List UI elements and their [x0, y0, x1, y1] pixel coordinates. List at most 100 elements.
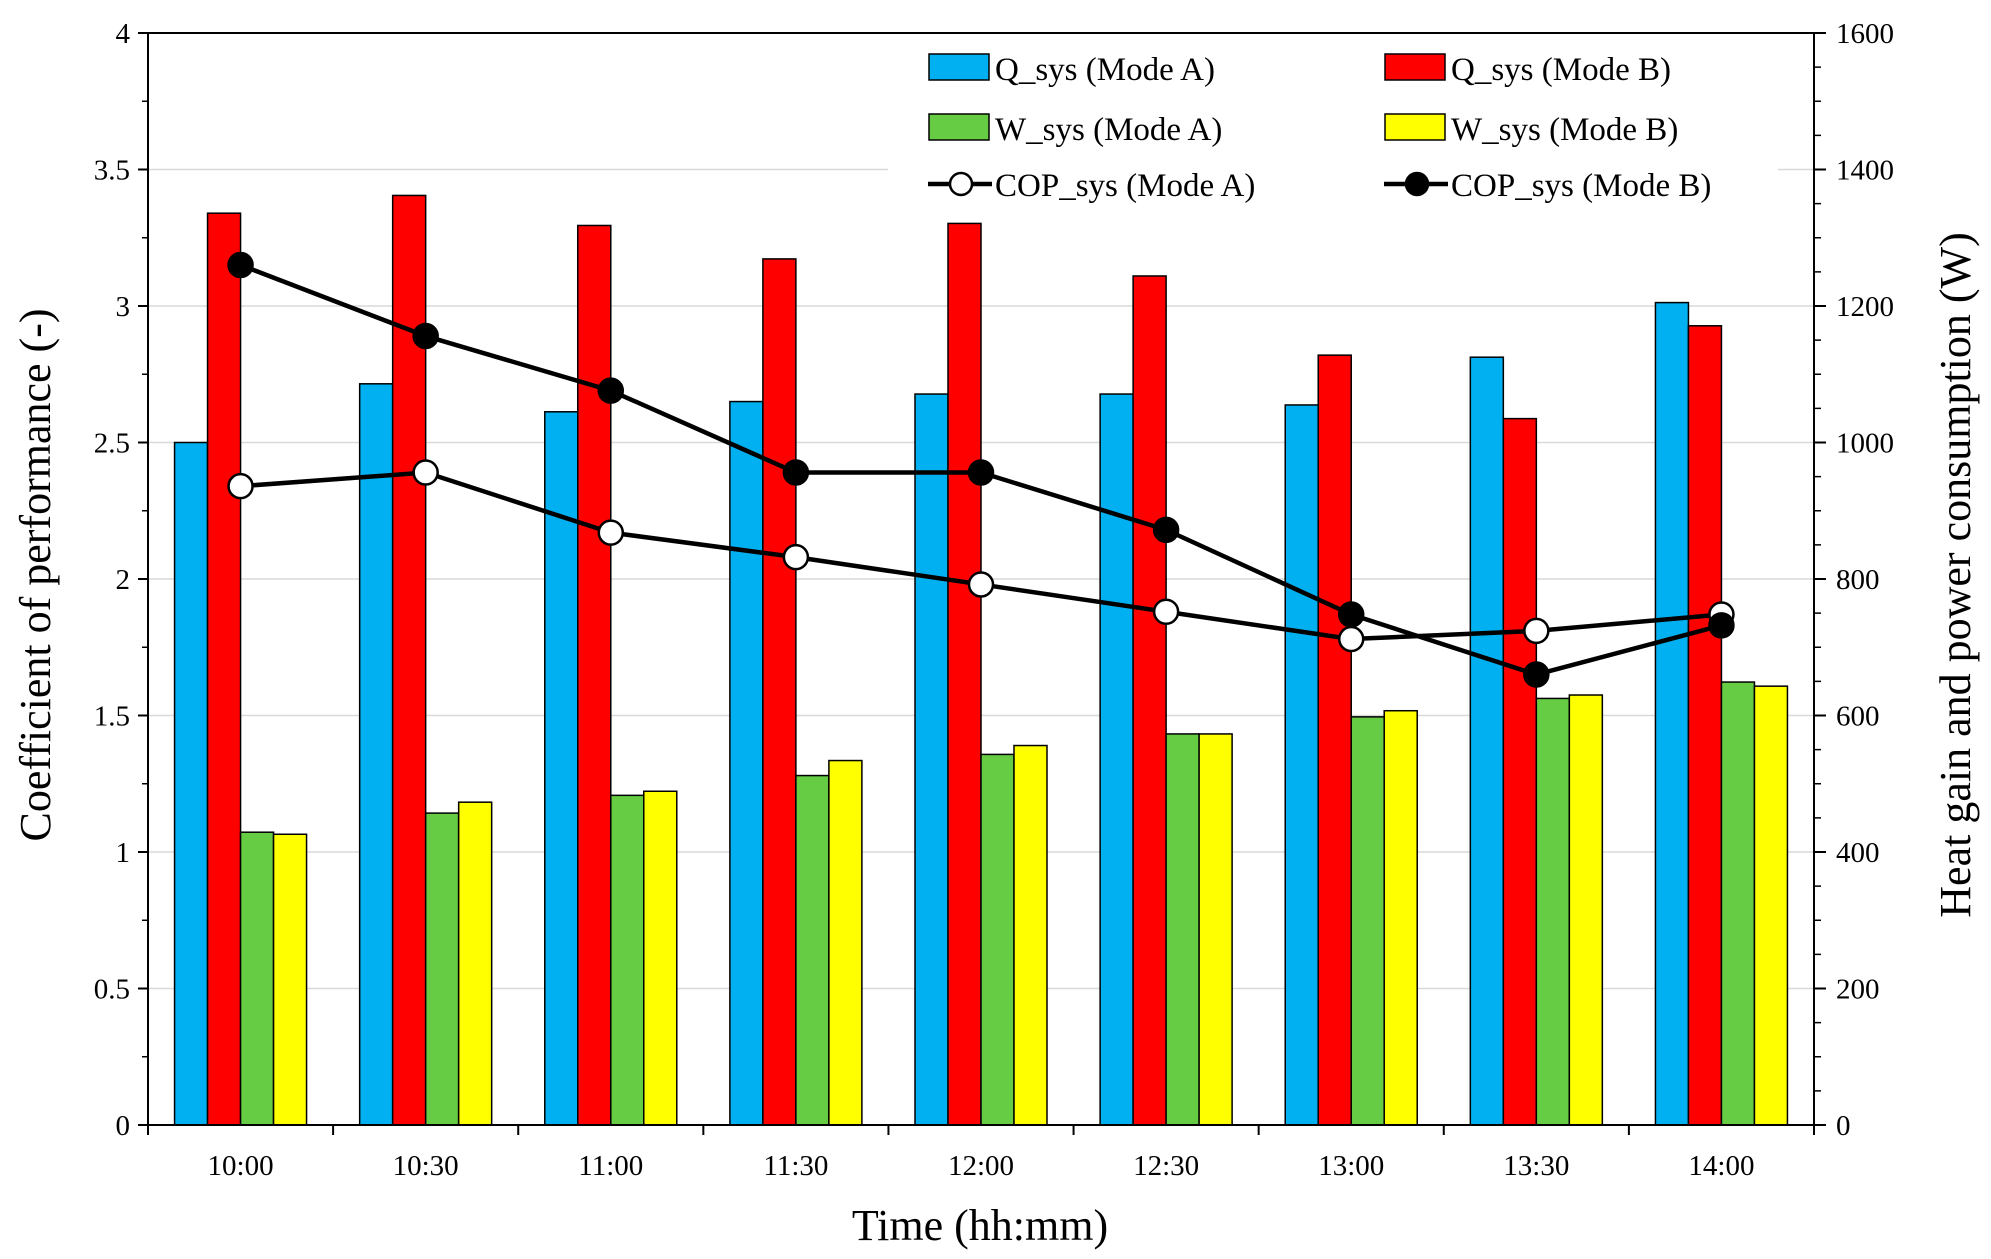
bar-4-1230 [1198, 733, 1233, 1126]
tick-labels: 0 0.5 1 1.5 2 2.5 3 3.5 4 0 200 400 600 800 1000 1200 14… [94, 18, 1894, 1182]
left-tick-label: 1 [116, 837, 131, 869]
right-tick-label: 1400 [1836, 155, 1894, 187]
line-marker-2-1030 [412, 322, 439, 350]
line-marker-2-1330 [1523, 661, 1550, 688]
left-tick-label: 2.5 [94, 428, 130, 460]
bar-3-1100 [610, 794, 645, 1126]
x-tick-label: 13:30 [1503, 1150, 1569, 1182]
bar-1-1000 [173, 441, 209, 1126]
right-y-axis-title: Heat gain and power consumption (W) [1931, 232, 1980, 917]
bar-4-1200 [1013, 744, 1048, 1126]
x-tick-label: 12:00 [948, 1150, 1014, 1182]
right-tick-label: 1200 [1836, 291, 1894, 323]
line-marker-2-1100 [597, 377, 625, 404]
bar-3-1000 [239, 831, 275, 1126]
legend-marker-6 [1404, 171, 1430, 197]
legend-label-4: W_sys (Mode B) [1451, 112, 1678, 148]
x-tick-label: 11:30 [763, 1150, 828, 1182]
bar-2-1130 [762, 258, 797, 1126]
legend-swatch-1 [928, 53, 990, 81]
left-tick-label: 0 [116, 1110, 131, 1142]
bar-1-1230 [1099, 393, 1134, 1126]
right-tick-label: 1600 [1836, 18, 1894, 50]
bar-3-1400 [1720, 681, 1756, 1126]
legend-swatch-4 [1384, 113, 1446, 141]
x-axis-title: Time (hh:mm) [852, 1201, 1108, 1250]
bar-3-1130 [795, 774, 830, 1126]
bar-1-1200 [914, 393, 949, 1126]
bar-4-1400 [1753, 685, 1789, 1126]
bar-2-1300 [1317, 354, 1352, 1126]
legend-swatch-2 [1384, 53, 1446, 81]
left-tick-label: 2 [116, 564, 131, 596]
legend-marker-5 [948, 171, 974, 197]
bar-3-1200 [980, 753, 1015, 1126]
line-marker-1-1100 [597, 519, 625, 546]
bar-4-1030 [457, 801, 493, 1126]
x-tick-label: 11:00 [578, 1150, 643, 1182]
x-tick-label: 12:30 [1133, 1150, 1199, 1182]
right-tick-label: 800 [1836, 564, 1880, 596]
bar-1-1130 [729, 400, 764, 1126]
line-marker-2-1000 [227, 251, 254, 279]
left-tick-label: 4 [116, 18, 131, 50]
bar-2-1030 [391, 194, 427, 1126]
bar-marks [173, 194, 1789, 1126]
left-tick-label: 3.5 [94, 155, 130, 187]
line-marker-1-1130 [782, 543, 810, 571]
legend-label-6: COP_sys (Mode B) [1451, 168, 1711, 204]
bar-2-1100 [577, 224, 612, 1126]
legend-box [888, 42, 1778, 212]
line-marks [227, 251, 1735, 688]
legend-background [888, 42, 1778, 212]
x-tick-label: 10:00 [208, 1150, 274, 1182]
bar-2-1330 [1502, 417, 1538, 1126]
left-y-axis-title: Coefficient of performance (-) [11, 308, 60, 841]
bar-3-1330 [1535, 697, 1571, 1126]
line-marker-2-1300 [1337, 601, 1365, 628]
line-marker-2-1200 [967, 459, 995, 486]
axes [138, 32, 1826, 1135]
left-tick-label: 3 [116, 291, 131, 323]
right-tick-label: 0 [1836, 1110, 1851, 1142]
right-tick-label: 1000 [1836, 428, 1894, 460]
line-marker-2-1400 [1708, 612, 1735, 639]
line-marker-1-1300 [1337, 625, 1365, 653]
bar-3-1300 [1350, 716, 1385, 1126]
bar-3-1030 [424, 812, 460, 1126]
bar-2-1200 [947, 222, 982, 1126]
legend-label-1: Q_sys (Mode A) [995, 52, 1215, 88]
line-marker-1-1200 [967, 571, 995, 598]
bar-2-1400 [1687, 325, 1723, 1126]
right-tick-label: 600 [1836, 701, 1880, 733]
left-tick-label: 1.5 [94, 701, 130, 733]
left-tick-label: 0.5 [94, 974, 130, 1006]
bar-1-1100 [544, 411, 579, 1126]
legend-label-5: COP_sys (Mode A) [995, 168, 1255, 204]
bar-4-1330 [1568, 694, 1604, 1126]
x-tick-label: 10:30 [393, 1150, 459, 1182]
legend-swatch-3 [928, 113, 990, 141]
right-tick-label: 200 [1836, 974, 1880, 1006]
bar-1-1400 [1654, 301, 1690, 1126]
bar-1-1330 [1469, 356, 1505, 1126]
bar-4-1100 [643, 790, 678, 1126]
line-marker-2-1130 [782, 459, 810, 486]
bar-4-1000 [272, 833, 308, 1126]
legend-label-3: W_sys (Mode A) [995, 112, 1222, 148]
legend-label-2: Q_sys (Mode B) [1451, 52, 1671, 88]
bar-2-1000 [206, 212, 242, 1126]
x-tick-label: 14:00 [1688, 1150, 1754, 1182]
bar-3-1230 [1165, 733, 1200, 1126]
right-tick-label: 400 [1836, 837, 1880, 869]
line-marker-1-1230 [1152, 598, 1180, 626]
line-marker-2-1230 [1152, 516, 1180, 544]
bar-4-1130 [828, 759, 863, 1126]
line-marker-1-1330 [1523, 617, 1550, 645]
line-marker-1-1030 [412, 459, 439, 486]
bar-2-1230 [1132, 275, 1167, 1126]
legend: Q_sys (Mode A) Q_sys (Mode B) W_sys (Mode … [928, 52, 1711, 204]
x-tick-label: 13:00 [1318, 1150, 1384, 1182]
bar-1-1030 [358, 383, 394, 1126]
